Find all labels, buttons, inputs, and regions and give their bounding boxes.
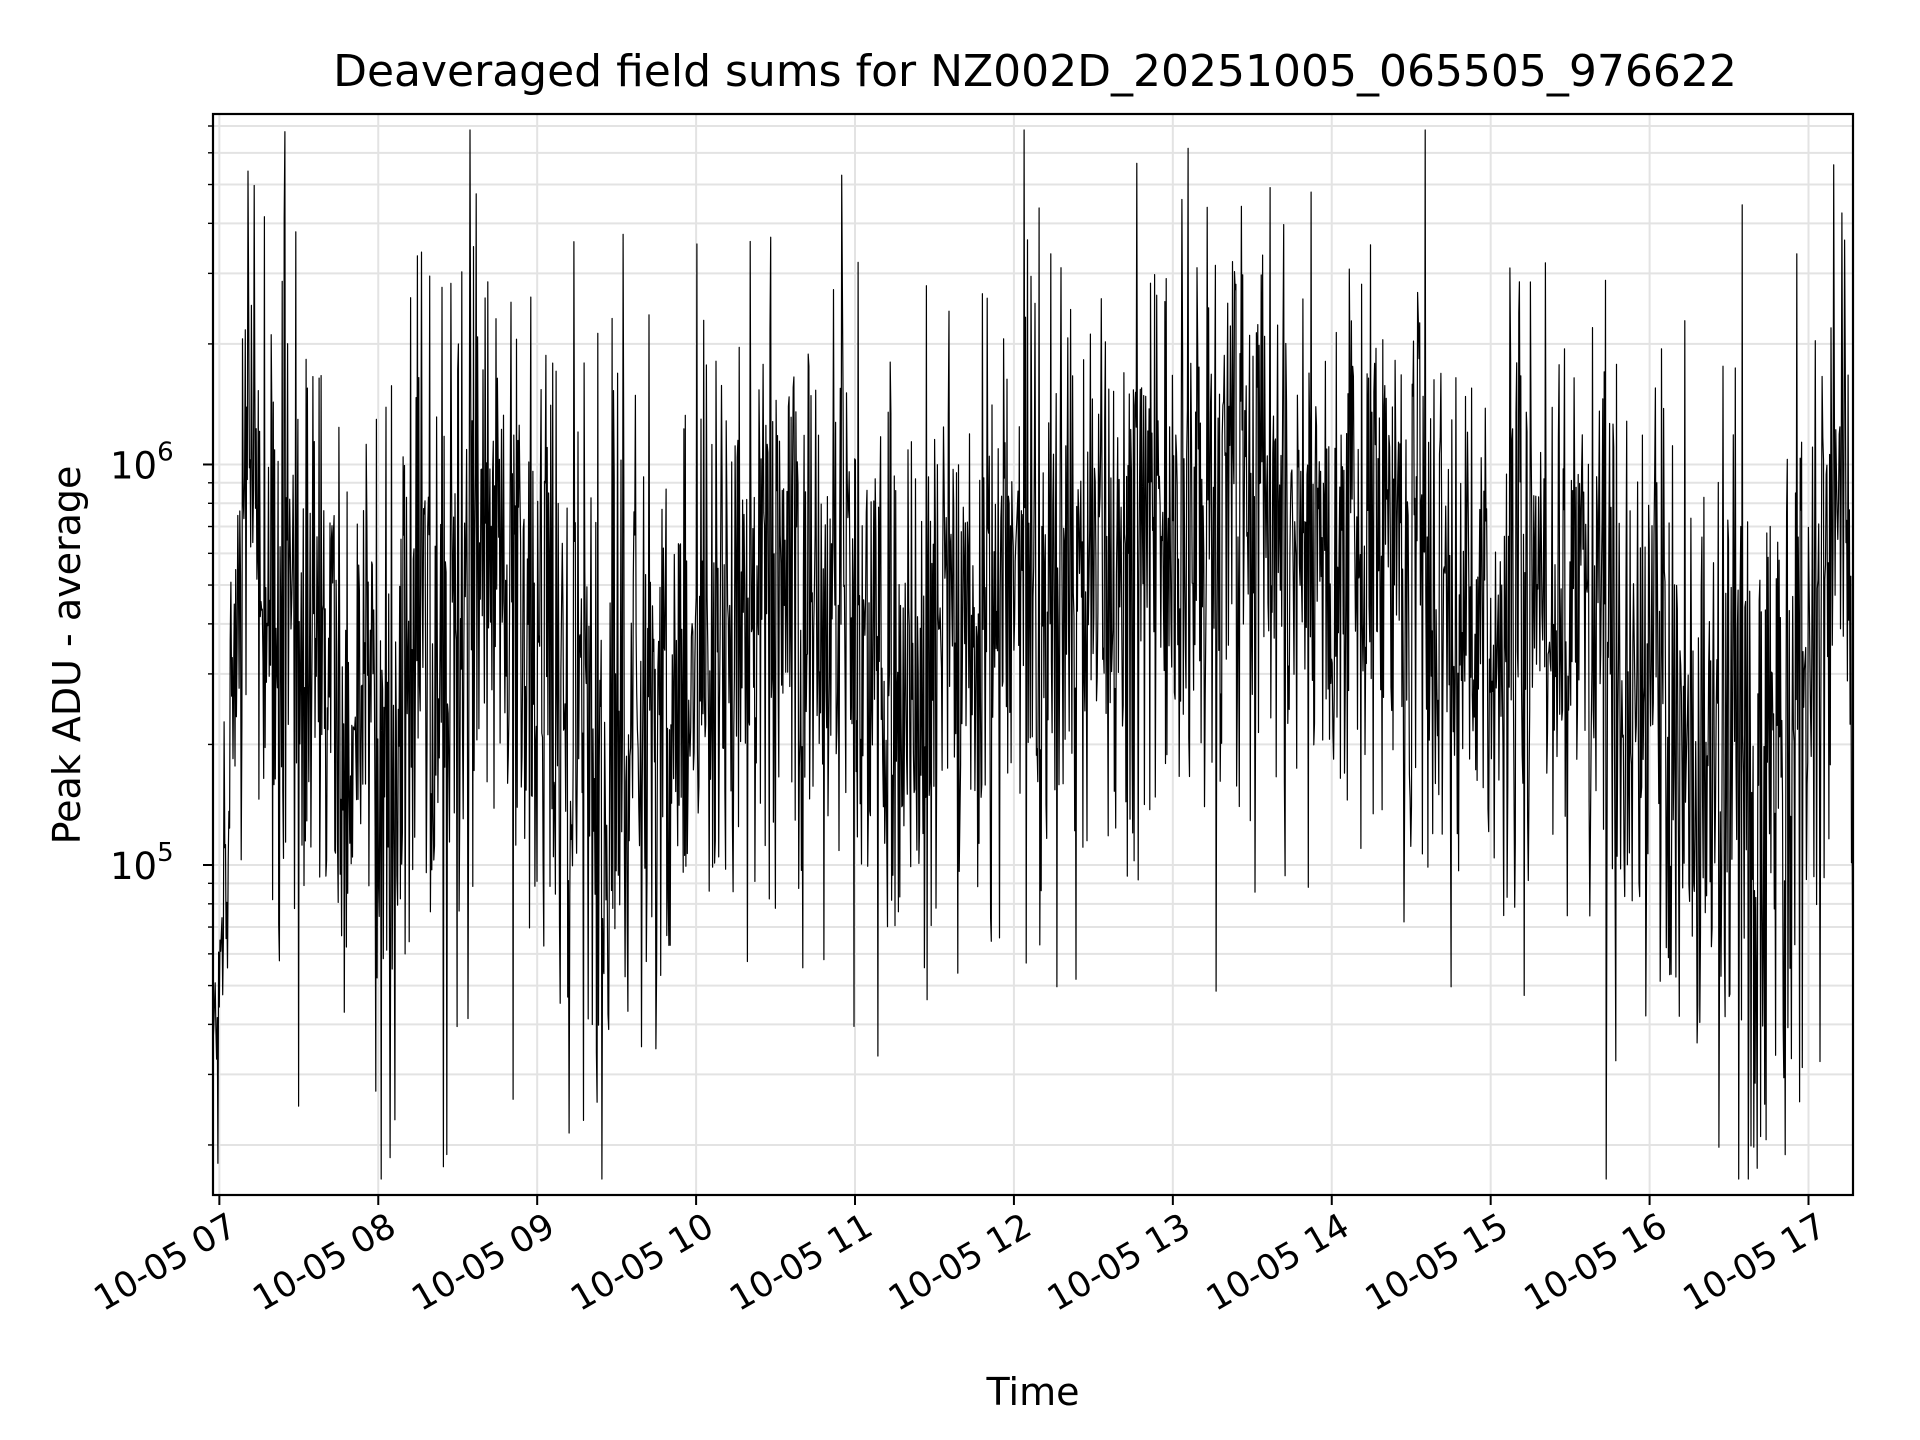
x-tick-label: 10-05 13 [1041,1206,1197,1319]
x-tick-label: 10-05 07 [88,1206,244,1319]
y-tick-exponent: 6 [157,437,174,467]
x-tick-label: 10-05 09 [405,1206,561,1319]
y-tick-base: 10 [110,444,157,487]
y-tick-exponent: 5 [157,838,174,868]
y-tick-base: 10 [110,845,157,888]
x-tick-label: 10-05 14 [1200,1206,1356,1319]
x-tick-label: 10-05 08 [246,1206,402,1319]
x-tick-label: 10-05 17 [1677,1206,1833,1319]
x-axis-label: Time [986,1370,1080,1414]
x-tick-label: 10-05 16 [1518,1206,1674,1319]
y-tick-label: 105 [110,838,174,888]
x-tick-label: 10-05 15 [1359,1206,1515,1319]
x-tick-label: 10-05 12 [882,1206,1038,1319]
chart-title: Deaveraged field sums for NZ002D_2025100… [333,46,1737,97]
plot-frame [211,112,1855,1197]
x-tick-label: 10-05 11 [723,1206,879,1319]
series-line-peak-adu [212,129,1854,1180]
data-series-line [212,129,1854,1180]
x-tick-label: 10-05 10 [564,1206,720,1319]
y-axis-label: Peak ADU - average [45,466,89,845]
y-tick-label: 106 [110,437,174,487]
